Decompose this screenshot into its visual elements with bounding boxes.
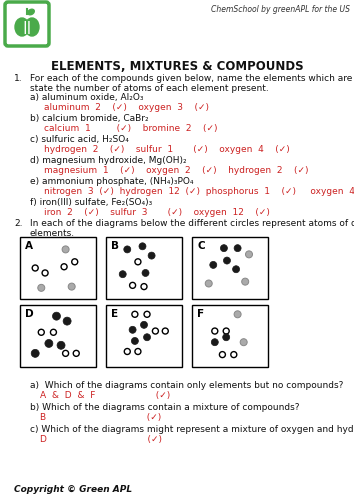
Text: For each of the compounds given below, name the elements which are present and
s: For each of the compounds given below, n… bbox=[30, 74, 354, 94]
Circle shape bbox=[143, 334, 150, 340]
Text: calcium  1         (✓)    bromine  2    (✓): calcium 1 (✓) bromine 2 (✓) bbox=[44, 124, 217, 133]
Text: c) sulfuric acid, H₂SO₄: c) sulfuric acid, H₂SO₄ bbox=[30, 135, 129, 144]
Text: nitrogen  3  (✓)  hydrogen  12  (✓)  phosphorus  1    (✓)     oxygen  4  (✓): nitrogen 3 (✓) hydrogen 12 (✓) phosphoru… bbox=[44, 187, 354, 196]
Circle shape bbox=[240, 338, 247, 345]
Bar bbox=[106, 237, 182, 299]
Circle shape bbox=[129, 326, 136, 334]
Circle shape bbox=[233, 266, 240, 272]
Bar bbox=[20, 237, 96, 299]
Text: E: E bbox=[111, 309, 118, 319]
Circle shape bbox=[135, 348, 141, 354]
Circle shape bbox=[119, 270, 126, 278]
Circle shape bbox=[139, 243, 146, 250]
Circle shape bbox=[234, 311, 241, 318]
Text: Copyright © Green APL: Copyright © Green APL bbox=[14, 485, 132, 494]
Text: F: F bbox=[197, 309, 204, 319]
Text: ||: || bbox=[22, 22, 32, 35]
Text: D: D bbox=[25, 309, 34, 319]
Circle shape bbox=[132, 312, 138, 318]
Text: 1.: 1. bbox=[14, 74, 23, 83]
Circle shape bbox=[142, 270, 149, 276]
Text: hydrogen  2    (✓)    sulfur  1       (✓)    oxygen  4    (✓): hydrogen 2 (✓) sulfur 1 (✓) oxygen 4 (✓) bbox=[44, 145, 290, 154]
Text: aluminum  2    (✓)    oxygen  3    (✓): aluminum 2 (✓) oxygen 3 (✓) bbox=[44, 103, 209, 112]
Circle shape bbox=[68, 283, 75, 290]
Text: a)  Which of the diagrams contain only elements but no compounds?: a) Which of the diagrams contain only el… bbox=[30, 381, 343, 390]
Circle shape bbox=[153, 328, 158, 334]
Text: ELEMENTS, MIXTURES & COMPOUNDS: ELEMENTS, MIXTURES & COMPOUNDS bbox=[51, 60, 303, 73]
Circle shape bbox=[148, 252, 155, 259]
Text: magnesium  1    (✓)    oxygen  2    (✓)    hydrogen  2    (✓): magnesium 1 (✓) oxygen 2 (✓) hydrogen 2 … bbox=[44, 166, 308, 175]
Circle shape bbox=[124, 246, 131, 253]
Ellipse shape bbox=[28, 9, 34, 15]
Text: iron  2    (✓)    sulfur  3       (✓)    oxygen  12    (✓): iron 2 (✓) sulfur 3 (✓) oxygen 12 (✓) bbox=[44, 208, 270, 217]
Bar bbox=[192, 305, 268, 367]
Circle shape bbox=[130, 282, 136, 288]
Text: b) Which of the diagrams contain a mixture of compounds?: b) Which of the diagrams contain a mixtu… bbox=[30, 403, 299, 412]
Text: 2.: 2. bbox=[14, 219, 23, 228]
Circle shape bbox=[124, 348, 130, 354]
Bar bbox=[192, 237, 268, 299]
Text: c) Which of the diagrams might represent a mixture of oxygen and hydrogen?: c) Which of the diagrams might represent… bbox=[30, 425, 354, 434]
Text: e) ammonium phosphate, (NH₄)₃PO₄: e) ammonium phosphate, (NH₄)₃PO₄ bbox=[30, 177, 194, 186]
Circle shape bbox=[73, 350, 79, 356]
Text: b) calcium bromide, CaBr₂: b) calcium bromide, CaBr₂ bbox=[30, 114, 149, 123]
Circle shape bbox=[219, 352, 225, 358]
Circle shape bbox=[72, 259, 78, 265]
Text: C: C bbox=[197, 241, 205, 251]
FancyBboxPatch shape bbox=[5, 2, 49, 46]
Circle shape bbox=[61, 264, 67, 270]
Circle shape bbox=[38, 284, 45, 292]
Circle shape bbox=[231, 352, 237, 358]
Text: B                                   (✓): B (✓) bbox=[40, 413, 161, 422]
Circle shape bbox=[52, 312, 61, 320]
Circle shape bbox=[144, 312, 150, 318]
Text: d) magnesium hydroxide, Mg(OH)₂: d) magnesium hydroxide, Mg(OH)₂ bbox=[30, 156, 187, 165]
Circle shape bbox=[50, 330, 56, 336]
Circle shape bbox=[62, 246, 69, 253]
Text: a) aluminum oxide, Al₂O₃: a) aluminum oxide, Al₂O₃ bbox=[30, 93, 143, 102]
Circle shape bbox=[234, 244, 241, 252]
Bar bbox=[106, 305, 182, 367]
Circle shape bbox=[212, 328, 218, 334]
Circle shape bbox=[45, 340, 53, 347]
Text: In each of the diagrams below the different circles represent atoms of different: In each of the diagrams below the differ… bbox=[30, 219, 354, 238]
Text: A  &  D  &  F                     (✓): A & D & F (✓) bbox=[40, 391, 170, 400]
Circle shape bbox=[31, 350, 39, 358]
Circle shape bbox=[135, 259, 141, 265]
Text: f) iron(III) sulfate, Fe₂(SO₄)₃: f) iron(III) sulfate, Fe₂(SO₄)₃ bbox=[30, 198, 152, 207]
Text: B: B bbox=[111, 241, 119, 251]
Circle shape bbox=[57, 342, 65, 349]
Circle shape bbox=[63, 317, 71, 325]
Circle shape bbox=[32, 265, 38, 271]
Circle shape bbox=[223, 334, 230, 340]
Circle shape bbox=[162, 328, 168, 334]
Ellipse shape bbox=[25, 18, 39, 36]
Circle shape bbox=[38, 330, 44, 336]
Circle shape bbox=[205, 280, 212, 287]
Circle shape bbox=[141, 322, 148, 328]
Text: A: A bbox=[25, 241, 33, 251]
Circle shape bbox=[211, 338, 218, 345]
Circle shape bbox=[223, 328, 229, 334]
Circle shape bbox=[131, 338, 138, 344]
Circle shape bbox=[141, 284, 147, 290]
Circle shape bbox=[63, 350, 69, 356]
Text: ChemSchool by greenAPL for the US: ChemSchool by greenAPL for the US bbox=[211, 5, 350, 14]
Circle shape bbox=[42, 270, 48, 276]
Text: D                                   (✓): D (✓) bbox=[40, 435, 162, 444]
Circle shape bbox=[242, 278, 249, 285]
Circle shape bbox=[210, 262, 217, 268]
Circle shape bbox=[246, 251, 252, 258]
Bar bbox=[20, 305, 96, 367]
Ellipse shape bbox=[15, 18, 29, 36]
Circle shape bbox=[223, 257, 230, 264]
Circle shape bbox=[221, 244, 227, 252]
